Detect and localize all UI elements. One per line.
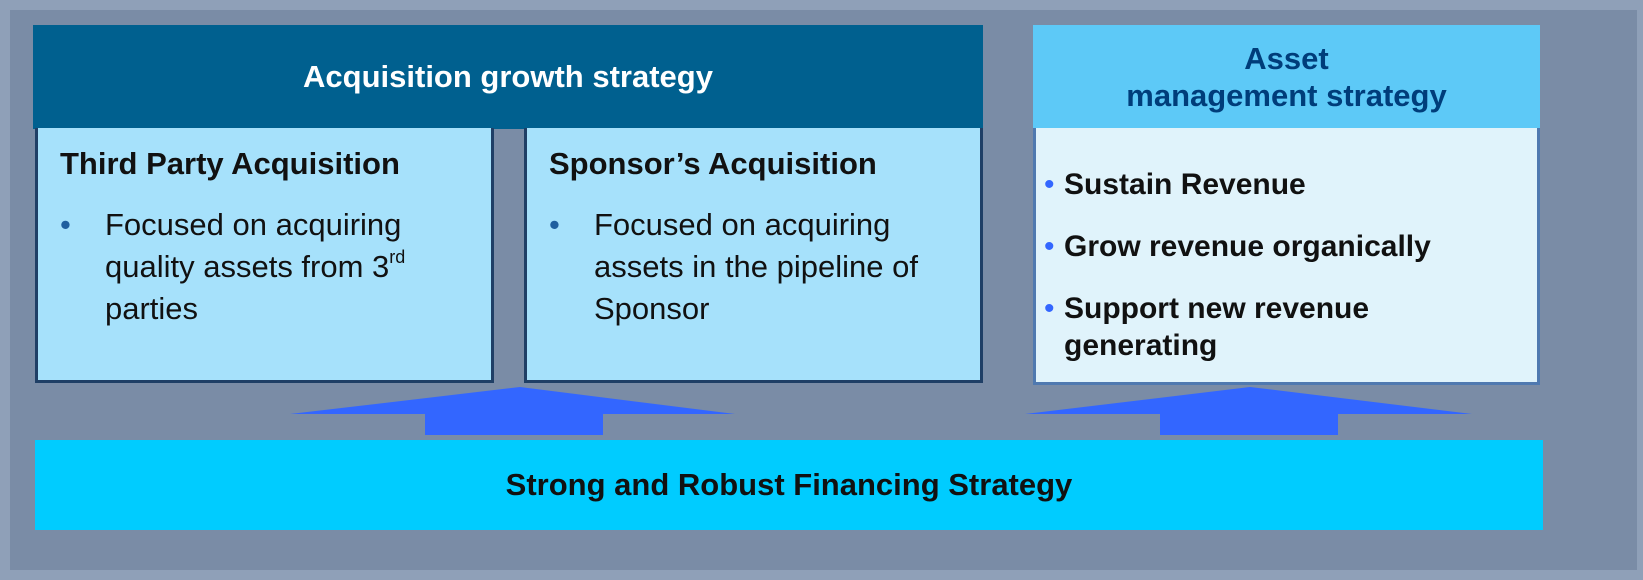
financing-title: Strong and Robust Financing Strategy bbox=[505, 467, 1073, 502]
bullet-dot: • bbox=[1044, 168, 1055, 201]
header-line: management strategy bbox=[1126, 78, 1447, 113]
asset-management-header: Asset management strategy bbox=[1033, 25, 1540, 129]
bullet-dot: • bbox=[1044, 292, 1055, 325]
bullet-text: Focused on acquiring assets in the pipel… bbox=[594, 207, 918, 326]
arrow-stem bbox=[1160, 413, 1338, 435]
arrow-stem bbox=[425, 413, 603, 435]
box-title: Third Party Acquisition bbox=[60, 146, 400, 181]
bullet: • Focused on acquiring quality assets fro… bbox=[60, 207, 406, 326]
bullet-dot: • bbox=[1044, 230, 1055, 263]
acquisition-header: Acquisition growth strategy bbox=[33, 25, 983, 129]
asset-management-box: • Sustain Revenue • Grow revenue organicall… bbox=[1033, 128, 1540, 385]
bullet-text: Focused on acquiring quality assets from… bbox=[105, 207, 402, 284]
box-title: Sponsor’s Acquisition bbox=[549, 146, 877, 181]
bullet: • Sustain Revenue bbox=[1044, 166, 1527, 203]
bullet-text: Sustain Revenue bbox=[1064, 168, 1306, 201]
header-line: Asset bbox=[1244, 41, 1329, 76]
bullet-text: parties bbox=[105, 291, 199, 326]
acquisition-title: Acquisition growth strategy bbox=[303, 59, 713, 94]
third-party-box: Third Party Acquisition • Focused on acqu… bbox=[35, 128, 494, 383]
sponsor-box: Sponsor’s Acquisition • Focused on acquir… bbox=[524, 128, 983, 383]
bullet-text: Support new revenue generating bbox=[1064, 292, 1370, 362]
arrow-head bbox=[290, 387, 735, 414]
bullet: • Grow revenue organically bbox=[1044, 228, 1527, 265]
financing-bar: Strong and Robust Financing Strategy bbox=[35, 440, 1543, 530]
superscript: rd bbox=[389, 247, 406, 267]
bullet: • Focused on acquiring assets in the pipe… bbox=[549, 204, 958, 330]
bullet-text: Grow revenue organically bbox=[1064, 230, 1431, 263]
bullet: • Support new revenue generating bbox=[1044, 290, 1527, 364]
arrow-head bbox=[1025, 387, 1472, 414]
